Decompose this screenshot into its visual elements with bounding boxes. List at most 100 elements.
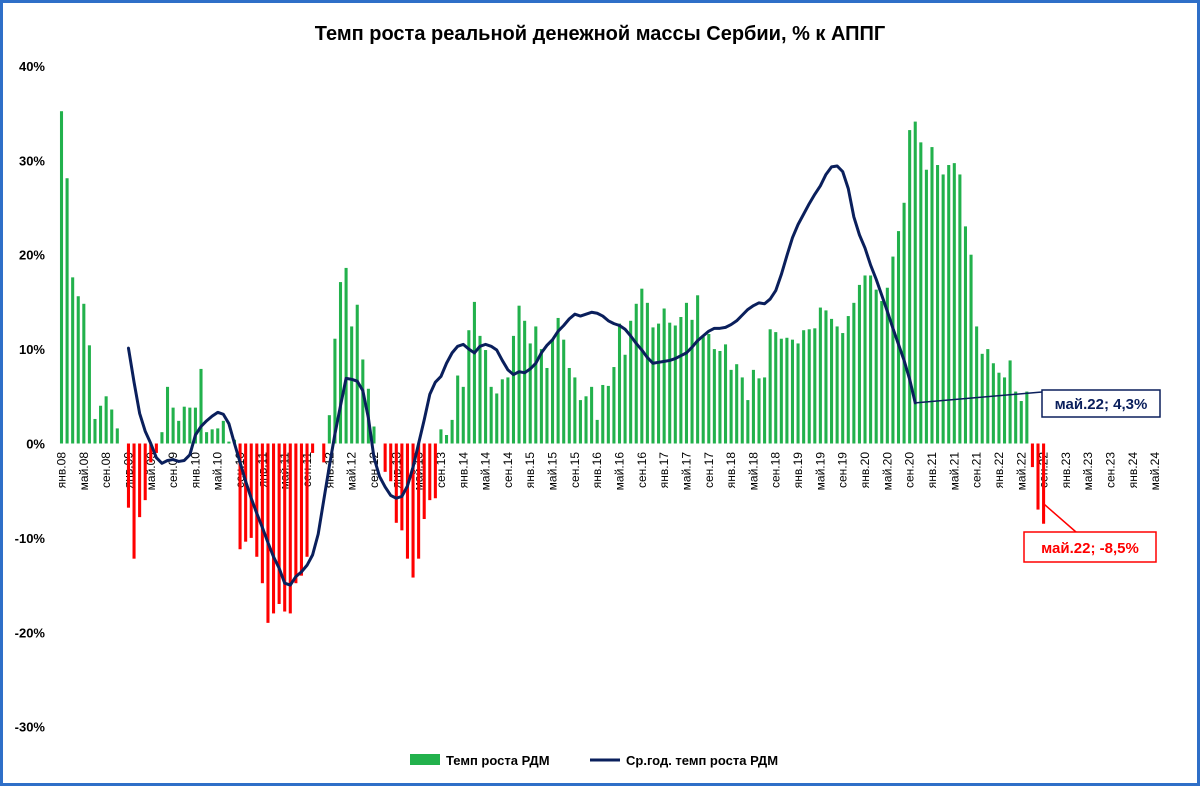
bar	[511, 335, 516, 444]
bar	[82, 303, 86, 444]
bar	[997, 372, 1001, 444]
bar	[394, 443, 398, 523]
x-tick-label: сен.23	[1104, 452, 1118, 488]
bar	[400, 443, 404, 531]
bar	[405, 443, 409, 559]
bar	[936, 165, 940, 444]
bar	[947, 165, 951, 444]
y-tick-label: -10%	[15, 531, 46, 546]
bar	[1019, 401, 1023, 444]
bar	[857, 284, 861, 444]
bar	[880, 300, 884, 444]
y-tick-label: 20%	[19, 248, 45, 263]
bar	[684, 302, 688, 444]
legend: Темп роста РДМ Ср.год. темп роста РДМ	[410, 753, 778, 768]
bar	[690, 319, 694, 444]
bar	[802, 330, 806, 444]
bar	[534, 326, 538, 444]
bar	[763, 377, 767, 444]
bar	[294, 443, 298, 584]
bar	[177, 420, 181, 444]
bar	[260, 443, 264, 584]
bar	[768, 329, 772, 444]
y-tick-label: -30%	[15, 720, 46, 735]
bar	[249, 443, 253, 538]
bar	[740, 377, 744, 444]
bar	[444, 435, 449, 444]
bar	[623, 354, 627, 444]
bar	[863, 275, 867, 444]
x-tick-label: май.14	[479, 452, 493, 491]
bar	[71, 277, 75, 444]
bar	[696, 295, 700, 444]
x-tick-label: янв.10	[188, 452, 202, 489]
bar	[199, 368, 203, 444]
x-tick-label: янв.16	[590, 452, 604, 489]
x-tick-label: май.19	[813, 452, 827, 491]
bar	[606, 385, 610, 444]
legend-bar-swatch	[410, 754, 440, 765]
bar	[908, 130, 912, 444]
bar	[824, 310, 828, 444]
bar	[467, 330, 471, 444]
bar	[439, 429, 443, 444]
bar	[701, 336, 705, 444]
bar	[874, 289, 878, 444]
callout-box-avg	[1041, 389, 1161, 418]
x-tick-label: май.22	[1014, 452, 1028, 491]
bar	[573, 377, 577, 444]
bar	[299, 443, 303, 576]
bar	[830, 318, 834, 444]
bar	[272, 443, 276, 614]
bar	[115, 428, 119, 444]
bar	[422, 443, 426, 520]
bar	[869, 275, 873, 444]
bar	[456, 375, 460, 444]
x-tick-label: май.08	[77, 452, 91, 491]
callout-leader-line	[1043, 503, 1077, 533]
bar	[255, 443, 259, 557]
bar	[551, 339, 555, 444]
x-tick-label: май.15	[546, 452, 560, 491]
x-tick-label: янв.22	[992, 452, 1006, 489]
bar	[841, 333, 845, 444]
bar	[779, 338, 783, 444]
bar	[567, 367, 571, 444]
bar	[595, 419, 599, 444]
bar	[143, 443, 147, 501]
bar	[305, 443, 309, 557]
x-tick-label: сен.15	[568, 452, 582, 488]
y-tick-label: 40%	[19, 59, 45, 74]
bar	[629, 320, 633, 444]
bar	[93, 418, 97, 444]
x-tick-label: сен.20	[903, 452, 917, 488]
bar	[891, 256, 895, 444]
bar	[662, 308, 666, 444]
x-tick-label: май.09	[144, 452, 158, 491]
bar	[919, 142, 923, 444]
bar	[165, 386, 170, 444]
bar	[807, 329, 811, 444]
x-tick-label: сен.09	[166, 452, 180, 488]
bar	[617, 323, 622, 444]
bar	[99, 405, 103, 444]
bar	[813, 328, 817, 444]
bar	[1030, 443, 1034, 468]
bar	[110, 409, 114, 444]
callouts: май.22; 4,3% май.22; -8,5%	[915, 389, 1161, 563]
bar	[266, 443, 270, 623]
x-tick-label: сен.14	[501, 452, 515, 488]
bar	[361, 359, 365, 444]
bar	[327, 415, 331, 444]
bar	[411, 443, 415, 578]
callout-label-avg: май.22; 4,3%	[1055, 396, 1148, 413]
legend-label-bar: Темп роста РДМ	[446, 753, 550, 768]
x-tick-label: сен.19	[836, 452, 850, 488]
bar	[149, 443, 153, 463]
bar	[1042, 443, 1046, 524]
bar	[171, 407, 175, 444]
bar	[210, 429, 214, 444]
bar	[244, 443, 248, 542]
bar	[785, 337, 789, 444]
bar	[601, 384, 605, 444]
